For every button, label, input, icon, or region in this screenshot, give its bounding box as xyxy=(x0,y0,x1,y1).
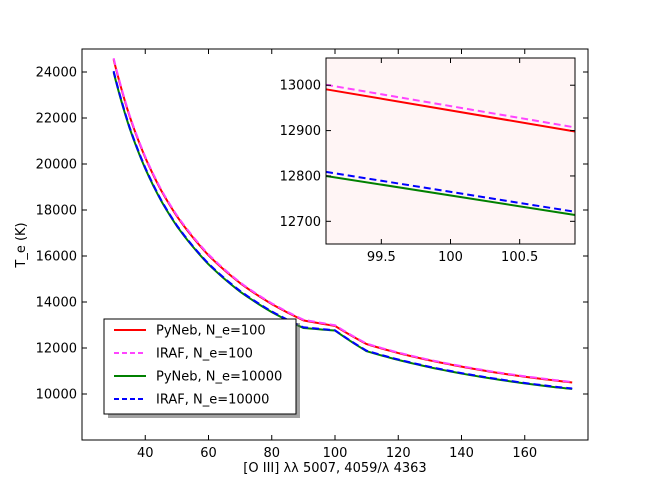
main-x-tick-label: 40 xyxy=(137,446,154,461)
inset-series-line-pyneb-n-e-10000 xyxy=(325,174,576,216)
main-y-tick-label: 18000 xyxy=(36,204,77,219)
legend-label-pyneb-n-e-100: PyNeb, N_e=100 xyxy=(156,324,266,339)
legend-box xyxy=(103,318,297,415)
inset-series-group xyxy=(325,83,576,216)
main-series-line-iraf-n-e-100 xyxy=(112,57,573,384)
inset-y-tick-label: 12900 xyxy=(280,124,321,139)
legend: PyNeb, N_e=100 IRAF, N_e=100 PyNeb, N_e=10… xyxy=(103,318,300,418)
main-y-tick-label: 10000 xyxy=(36,388,77,403)
main-y-tick-label: 14000 xyxy=(36,296,77,311)
legend-label-iraf-n-e-10000: IRAF, N_e=10000 xyxy=(156,393,269,408)
main-x-tick-label: 120 xyxy=(386,446,411,461)
inset-x-tick-label: 100 xyxy=(438,250,463,265)
main-ticks-group: 40 60 80 100 120 140 160 10000 12000 14000 16000 18… xyxy=(36,49,588,461)
y-axis-label: T_e (K) xyxy=(14,222,29,268)
inset-y-tick-label: 12800 xyxy=(280,169,321,184)
inset-ticks-group: 99.5 100 100.5 12700 12800 12900 13000 xyxy=(280,58,575,265)
main-y-tick-label: 16000 xyxy=(36,250,77,265)
inset-x-tick-label: 100.5 xyxy=(501,250,538,265)
inset-x-tick-label: 99.5 xyxy=(367,250,396,265)
main-series-line-iraf-n-e-10000 xyxy=(112,70,573,390)
main-y-tick-label: 20000 xyxy=(36,158,77,173)
x-axis-label: [O III] λλ 5007, 4059/λ 4363 xyxy=(243,461,426,476)
main-x-tick-label: 60 xyxy=(200,446,217,461)
inset-plot-frame xyxy=(325,57,576,245)
main-y-tick-label: 12000 xyxy=(36,342,77,357)
inset-series-line-iraf-n-e-100 xyxy=(325,83,576,129)
main-x-tick-label: 140 xyxy=(449,446,474,461)
legend-label-iraf-n-e-100: IRAF, N_e=100 xyxy=(156,347,253,362)
main-y-tick-label: 22000 xyxy=(36,112,77,127)
inset-plot-area xyxy=(326,58,575,244)
legend-label-pyneb-n-e-10000: PyNeb, N_e=10000 xyxy=(156,370,282,385)
main-x-tick-label: 160 xyxy=(512,446,537,461)
inset-series-line-iraf-n-e-10000 xyxy=(325,170,576,213)
main-x-tick-label: 80 xyxy=(263,446,280,461)
main-series-group xyxy=(112,57,573,390)
inset-series-line-pyneb-n-e-100 xyxy=(325,88,576,133)
main-x-tick-label: 100 xyxy=(323,446,348,461)
main-plot-frame xyxy=(81,48,589,441)
inset-y-tick-label: 12700 xyxy=(280,215,321,230)
legend-entries: PyNeb, N_e=100 IRAF, N_e=100 PyNeb, N_e=10… xyxy=(114,324,282,408)
inset-axes: 99.5 100 100.5 12700 12800 12900 13000 xyxy=(280,57,576,265)
inset-y-tick-label: 13000 xyxy=(280,79,321,94)
main-y-tick-label: 24000 xyxy=(36,66,77,81)
